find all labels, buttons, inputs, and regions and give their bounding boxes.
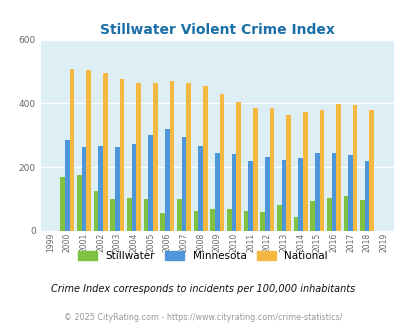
Bar (110, 199, 115, 231)
Title: Stillwater Violent Crime Index: Stillwater Violent Crime Index (100, 23, 334, 37)
Bar (276, 205, 281, 231)
Bar (269, 108, 273, 231)
Bar (81, 147, 86, 231)
Bar (343, 196, 347, 231)
Bar (198, 147, 202, 231)
Bar (148, 135, 153, 231)
Bar (369, 110, 373, 231)
Bar (260, 212, 264, 231)
Bar (153, 83, 157, 231)
Bar (86, 70, 91, 231)
Bar (164, 129, 169, 231)
Bar (119, 80, 124, 231)
Bar (65, 140, 69, 231)
Bar (359, 200, 364, 231)
Bar (210, 209, 214, 231)
Bar (69, 69, 74, 231)
Bar (326, 198, 331, 231)
Bar (181, 137, 186, 231)
Bar (231, 154, 236, 231)
Bar (314, 153, 319, 231)
Bar (102, 73, 107, 231)
Bar (160, 214, 164, 231)
Bar (297, 158, 302, 231)
Bar (309, 201, 314, 231)
Bar (226, 209, 231, 231)
Bar (169, 82, 174, 231)
Bar (177, 199, 181, 231)
Bar (319, 110, 323, 231)
Bar (93, 191, 98, 231)
Bar (286, 115, 290, 231)
Bar (214, 153, 219, 231)
Bar (247, 161, 252, 231)
Bar (331, 153, 335, 231)
Legend: Stillwater, Minnesota, National: Stillwater, Minnesota, National (75, 248, 330, 264)
Bar (193, 211, 198, 231)
Bar (293, 217, 297, 231)
Text: © 2025 CityRating.com - https://www.cityrating.com/crime-statistics/: © 2025 CityRating.com - https://www.city… (64, 313, 341, 322)
Bar (364, 161, 369, 231)
Bar (219, 94, 224, 231)
Bar (98, 146, 102, 231)
Bar (252, 108, 257, 231)
Bar (143, 199, 148, 231)
Bar (115, 147, 119, 231)
Text: Crime Index corresponds to incidents per 100,000 inhabitants: Crime Index corresponds to incidents per… (51, 284, 354, 294)
Bar (131, 144, 136, 231)
Bar (281, 160, 286, 231)
Bar (60, 177, 65, 231)
Bar (335, 104, 340, 231)
Bar (347, 155, 352, 231)
Bar (136, 83, 141, 231)
Bar (264, 157, 269, 231)
Bar (352, 105, 357, 231)
Bar (302, 112, 307, 231)
Bar (186, 83, 190, 231)
Bar (77, 175, 81, 231)
Bar (202, 86, 207, 231)
Bar (127, 198, 131, 231)
Bar (236, 102, 240, 231)
Bar (243, 211, 247, 231)
